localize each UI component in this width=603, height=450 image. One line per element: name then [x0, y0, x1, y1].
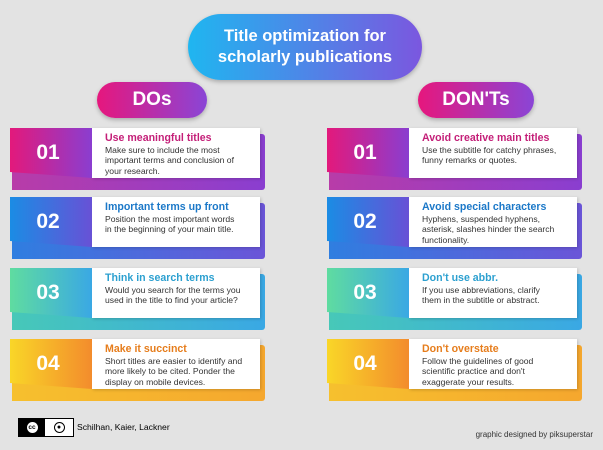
- item-card: [409, 268, 577, 318]
- item-number: 01: [10, 128, 92, 178]
- dos-header: DOs: [97, 82, 207, 118]
- item-number: 02: [10, 197, 92, 247]
- cc-logo: cc: [19, 419, 45, 436]
- item-desc-line: Follow the guidelines of good: [422, 356, 534, 366]
- item-desc-line: display on mobile devices.: [105, 376, 206, 387]
- dos-item-03: 03 Think in search terms Would you searc…: [10, 268, 265, 330]
- item-card: [92, 128, 260, 178]
- item-title: Use meaningful titles: [105, 132, 212, 144]
- designer-credit: graphic designed by piksuperstar: [475, 430, 593, 439]
- item-card: [92, 197, 260, 247]
- person-icon: ●: [53, 422, 65, 433]
- item-card: [409, 339, 577, 389]
- donts-item-01: 01 Avoid creative main titles Use the su…: [327, 128, 582, 190]
- item-card: [409, 128, 577, 178]
- item-desc-line: your research.: [105, 165, 160, 176]
- item-desc-line: in the beginning of your main title.: [105, 224, 234, 235]
- item-number: 01: [327, 128, 409, 178]
- main-title-line-2: scholarly publications: [217, 48, 393, 66]
- item-desc-line: Would you search for the terms you: [105, 285, 241, 295]
- item-desc-line: exaggerate your results.: [422, 376, 515, 387]
- item-desc-line: Position the most important words: [105, 214, 235, 224]
- item-desc-line: used in the title to find your article?: [105, 295, 238, 306]
- item-desc-line: Make sure to include the most: [105, 145, 220, 155]
- item-desc-line: them in the subtitle or abstract.: [422, 295, 540, 306]
- item-title: Make it succinct: [105, 343, 187, 355]
- item-card: [92, 339, 260, 389]
- item-desc-line: asterisk, slashes hinder the search: [422, 224, 555, 235]
- item-title: Avoid special characters: [422, 201, 547, 213]
- donts-item-03: 03 Don't use abbr. If you use abbreviati…: [327, 268, 582, 330]
- cc-icon: cc: [26, 422, 38, 433]
- item-desc-line: Hyphens, suspended hyphens,: [422, 214, 541, 224]
- main-title-line-1: Title optimization for: [224, 27, 386, 45]
- item-card: [92, 268, 260, 318]
- item-desc-line: scientific practice and don't: [422, 366, 525, 377]
- item-desc-line: functionality.: [422, 234, 470, 245]
- authors-credit: Schilhan, Kaier, Lackner: [77, 422, 170, 432]
- item-desc-line: more likely to be cited. Ponder the: [105, 366, 235, 377]
- by-section: ●: [45, 422, 73, 433]
- item-card: [409, 197, 577, 247]
- item-desc-line: Use the subtitle for catchy phrases,: [422, 145, 557, 155]
- donts-item-04: 04 Don't overstate Follow the guidelines…: [327, 339, 582, 401]
- item-number: 04: [327, 339, 409, 389]
- item-number: 03: [327, 268, 409, 318]
- item-title: Avoid creative main titles: [422, 132, 550, 144]
- cc-license-badge: cc ●: [18, 418, 74, 437]
- item-title: Think in search terms: [105, 272, 215, 284]
- item-title: Don't use abbr.: [422, 272, 499, 284]
- item-desc-line: funny remarks or quotes.: [422, 155, 518, 166]
- item-title: Don't overstate: [422, 343, 499, 355]
- dos-item-02: 02 Important terms up front Position the…: [10, 197, 265, 259]
- item-desc-line: important terms and conclusion of: [105, 155, 234, 166]
- dos-item-01: 01 Use meaningful titles Make sure to in…: [10, 128, 265, 190]
- item-title: Important terms up front: [105, 201, 229, 213]
- donts-item-02: 02 Avoid special characters Hyphens, sus…: [327, 197, 582, 259]
- main-title-banner: Title optimization for scholarly publica…: [188, 14, 422, 80]
- item-desc-line: Short titles are easier to identify and: [105, 356, 243, 366]
- item-number: 04: [10, 339, 92, 389]
- item-number: 03: [10, 268, 92, 318]
- item-desc-line: If you use abbreviations, clarify: [422, 285, 540, 295]
- item-number: 02: [327, 197, 409, 247]
- donts-header: DON'Ts: [418, 82, 534, 118]
- dos-item-04: 04 Make it succinct Short titles are eas…: [10, 339, 265, 401]
